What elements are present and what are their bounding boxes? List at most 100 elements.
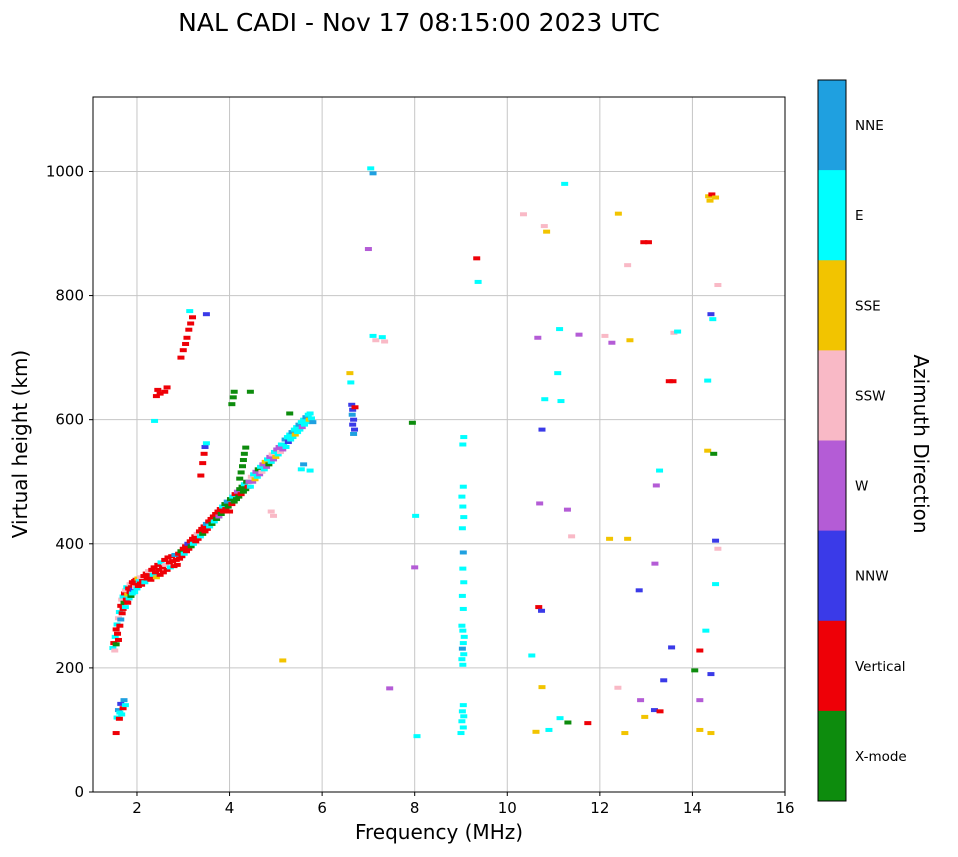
data-point: [182, 544, 190, 549]
data-point: [109, 646, 117, 651]
data-point: [201, 444, 209, 449]
data-point: [369, 171, 377, 176]
data-point: [272, 454, 280, 459]
data-point: [704, 448, 712, 453]
data-point: [202, 441, 210, 446]
data-point: [459, 484, 467, 489]
data-point: [293, 425, 301, 430]
data-point: [205, 519, 213, 524]
data-point: [459, 725, 467, 730]
data-point: [258, 469, 266, 474]
data-point: [459, 628, 467, 633]
data-point: [460, 580, 468, 585]
data-point: [224, 504, 232, 509]
data-point: [161, 389, 169, 394]
data-point: [185, 546, 193, 551]
colorbar-tick-label: NNW: [855, 569, 889, 585]
data-point: [178, 554, 186, 559]
data-point: [660, 678, 668, 683]
data-point: [411, 565, 419, 570]
data-point: [309, 420, 317, 425]
data-point: [215, 514, 223, 519]
data-point: [199, 461, 207, 466]
data-point: [236, 487, 244, 492]
data-point: [300, 417, 308, 422]
data-point: [161, 557, 169, 562]
y-tick-label: 0: [74, 783, 84, 801]
data-point: [216, 507, 224, 512]
data-point: [283, 435, 291, 440]
data-point: [554, 371, 562, 376]
data-point: [147, 577, 155, 582]
data-point: [273, 447, 281, 452]
data-point: [189, 541, 197, 546]
data-point: [233, 489, 241, 494]
data-point: [282, 444, 290, 449]
data-point: [536, 501, 544, 506]
data-point: [154, 562, 162, 567]
data-point: [349, 422, 357, 427]
data-point: [231, 492, 239, 497]
data-point: [194, 536, 202, 541]
data-point: [239, 458, 247, 463]
data-point: [175, 551, 183, 556]
data-point: [528, 653, 536, 658]
data-point: [635, 588, 643, 593]
data-point: [281, 437, 289, 442]
data-point: [252, 469, 260, 474]
data-point: [201, 529, 209, 534]
data-point: [624, 536, 632, 541]
data-point: [235, 494, 243, 499]
data-point: [163, 385, 171, 390]
x-axis-label: Frequency (MHz): [354, 820, 524, 844]
data-point: [120, 600, 128, 605]
data-point: [127, 593, 135, 598]
data-point: [192, 539, 200, 544]
y-tick-label: 600: [55, 411, 84, 429]
data-point: [209, 514, 217, 519]
data-point: [369, 333, 377, 338]
data-point: [279, 658, 287, 663]
data-point: [240, 451, 248, 456]
y-tick-label: 400: [55, 535, 84, 553]
data-point: [306, 468, 314, 473]
data-point: [226, 497, 234, 502]
data-point: [458, 623, 466, 628]
data-point: [114, 631, 122, 636]
data-point: [670, 330, 678, 335]
data-point: [287, 437, 295, 442]
data-point: [298, 425, 306, 430]
data-point: [177, 355, 185, 360]
data-point: [644, 240, 652, 245]
data-point: [210, 519, 218, 524]
data-point: [668, 645, 676, 650]
colorbar-segment-x-mode: [818, 710, 846, 802]
data-point: [249, 479, 257, 484]
data-point: [538, 685, 546, 690]
data-point: [280, 442, 288, 447]
data-point: [149, 572, 157, 577]
data-point: [138, 582, 146, 587]
x-tick-label: 8: [410, 799, 420, 817]
data-point: [474, 279, 482, 284]
data-point: [351, 405, 359, 410]
x-tick-label: 4: [225, 799, 235, 817]
data-point: [545, 727, 553, 732]
data-point: [706, 198, 714, 203]
data-point: [268, 452, 276, 457]
data-point: [220, 509, 228, 514]
data-point: [458, 593, 466, 598]
data-point: [364, 247, 372, 252]
data-point: [270, 457, 278, 462]
data-point: [665, 379, 673, 384]
data-point: [712, 582, 720, 587]
data-point: [111, 634, 119, 639]
colorbar-segment-nnw: [818, 530, 846, 622]
data-point: [563, 507, 571, 512]
data-point: [179, 546, 187, 551]
data-point: [199, 531, 207, 536]
data-point: [221, 502, 229, 507]
data-point: [173, 562, 181, 567]
data-point: [246, 389, 254, 394]
